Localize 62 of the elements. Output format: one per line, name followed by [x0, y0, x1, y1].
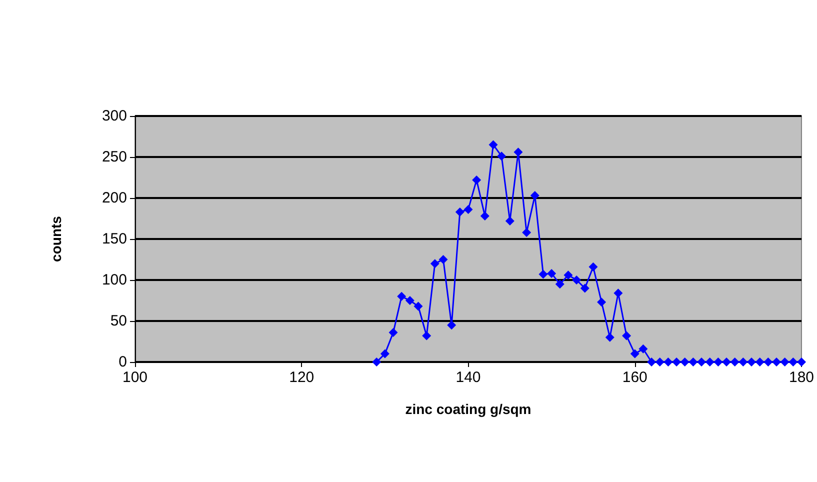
- point: [772, 358, 781, 366]
- point: [664, 358, 673, 366]
- point: [422, 331, 432, 340]
- x-tick-label: 160: [622, 369, 648, 386]
- y-axis-title: counts: [48, 216, 64, 262]
- point: [780, 358, 790, 366]
- point: [564, 270, 573, 280]
- point: [372, 358, 382, 366]
- point: [388, 328, 398, 337]
- point: [747, 358, 756, 366]
- point: [722, 358, 732, 366]
- point: [622, 331, 632, 340]
- point: [480, 212, 490, 221]
- point: [414, 302, 423, 311]
- point: [538, 270, 548, 279]
- point: [714, 358, 723, 366]
- point: [497, 152, 506, 161]
- point: [697, 358, 706, 366]
- y-tick-label: 250: [102, 148, 127, 166]
- point: [438, 255, 448, 264]
- y-tick-label: 300: [102, 108, 127, 124]
- point: [630, 349, 640, 358]
- x-tick-label: 180: [788, 369, 814, 386]
- x-tick-label: 120: [289, 369, 314, 386]
- point: [638, 344, 648, 354]
- point: [655, 358, 664, 366]
- point: [588, 262, 598, 272]
- point: [464, 204, 473, 214]
- point: [455, 207, 464, 216]
- point: [397, 292, 406, 301]
- y-tick-label: 150: [102, 230, 127, 248]
- point: [580, 284, 590, 293]
- point: [788, 358, 798, 366]
- point: [614, 288, 623, 298]
- point: [572, 276, 582, 284]
- point: [605, 332, 614, 342]
- point: [447, 320, 456, 330]
- point: [738, 358, 748, 366]
- point: [647, 358, 656, 366]
- point: [405, 296, 414, 305]
- point: [680, 358, 690, 366]
- point: [764, 358, 773, 366]
- y-tick-label: 200: [102, 190, 127, 206]
- y-tick-label: 0: [118, 354, 127, 370]
- x-tick-label: 100: [122, 369, 148, 386]
- x-tick-label: 140: [456, 369, 481, 386]
- point: [755, 358, 764, 366]
- point: [472, 175, 482, 184]
- point: [597, 298, 606, 307]
- point: [688, 358, 698, 366]
- x-axis-title: zinc coating g/sqm: [405, 401, 532, 417]
- point: [430, 259, 440, 268]
- point: [705, 358, 714, 366]
- point: [672, 358, 682, 366]
- point: [555, 280, 564, 289]
- point: [380, 349, 390, 358]
- y-tick-label: 50: [110, 312, 127, 330]
- y-tick-label: 100: [102, 272, 127, 288]
- point: [488, 140, 498, 150]
- point: [730, 358, 740, 366]
- point: [514, 148, 523, 157]
- point: [547, 268, 556, 278]
